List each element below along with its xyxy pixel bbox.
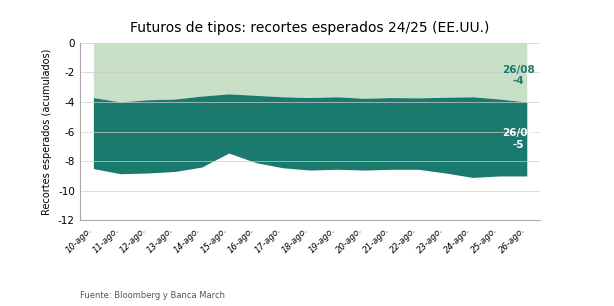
Text: Fuente: Bloomberg y Banca March: Fuente: Bloomberg y Banca March [80,291,225,300]
Y-axis label: Recortes esperados (acumulados): Recortes esperados (acumulados) [42,48,52,215]
Title: Futuros de tipos: recortes esperados 24/25 (EE.UU.): Futuros de tipos: recortes esperados 24/… [130,21,490,35]
Text: 26/08
-5: 26/08 -5 [502,128,535,150]
Text: 26/08
-4: 26/08 -4 [502,65,535,86]
